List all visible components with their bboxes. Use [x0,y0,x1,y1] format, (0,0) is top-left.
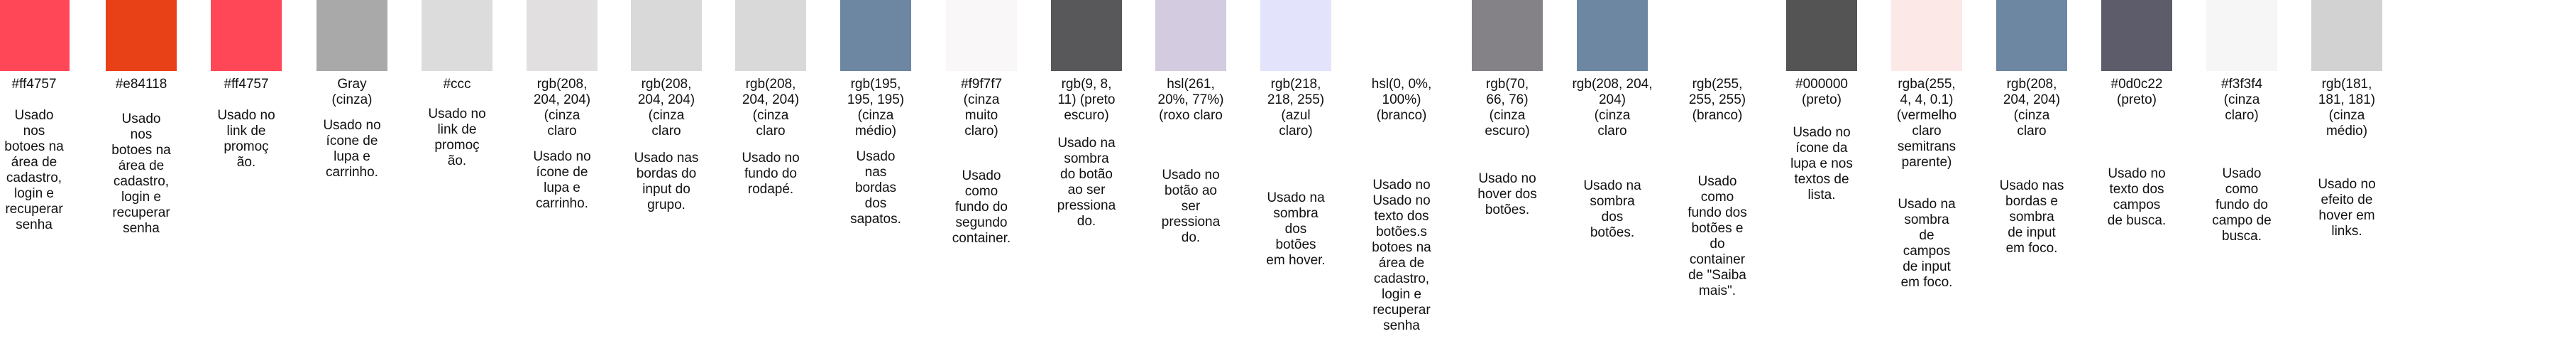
color-code: rgba(255, 4, 4, 0.1) (vermelho claro sem… [1896,77,1957,170]
swatch-item: rgb(181, 181, 181) (cinza médio) Usado no… [2294,0,2399,239]
color-usage-description: Usado nas bordas dos sapatos. [850,149,901,227]
color-usage-description: Usado na sombra dos botões em hover. [1266,190,1326,268]
color-usage-description: Usado no efeito de hover em links. [2318,177,2376,239]
color-code: #ff4757 [11,77,57,92]
swatch-item: rgb(218, 218, 255) (azul claro) Usado na … [1243,0,1348,268]
color-usage-description: Usado no Usado no texto dos botões.s bot… [1372,178,1431,333]
color-usage-description: Usado no ícone de lupa e carrinho. [323,118,381,180]
color-swatch [946,0,1017,71]
color-code: rgb(208, 204, 204) (cinza claro [2003,77,2061,139]
color-swatch [1472,0,1543,71]
color-usage-description: Usado nas bordas e sombra de input em fo… [1999,178,2064,256]
swatch-item: rgb(208, 204, 204) (cinza claro Usado nas… [1979,0,2084,256]
swatch-item: #ff4757 Usado nos botoes na área de cadas… [0,0,87,232]
color-swatch [0,0,70,71]
swatch-item: #f9f7f7 (cinza muito claro) Usado como fu… [929,0,1034,246]
swatch-item: #ff4757 Usado no link de promoç ão. [194,0,299,170]
swatch-item: #e84118 Usado nos botoes na área de cadas… [89,0,194,236]
color-usage-description: Usado no link de promoç ão. [217,108,275,170]
color-usage-description: Usado como fundo do campo de busca. [2212,166,2272,244]
color-swatch [735,0,806,71]
color-usage-description: Usado como fundo do segundo container. [952,168,1011,246]
color-code: rgb(208, 204, 204) (cinza claro [637,77,695,139]
color-usage-description: Usado na sombra do botão ao ser pression… [1057,136,1116,229]
color-usage-description: Usado no ícone da lupa e nos textos de l… [1790,125,1853,202]
color-code: rgb(255, 255, 255) (branco) [1688,77,1746,123]
color-usage-description: Usado nos botoes na área de cadastro, lo… [4,108,64,232]
color-usage-description: Usado como fundo dos botões e do contain… [1688,174,1747,298]
color-code: #f9f7f7 (cinza muito claro) [960,77,1003,139]
color-swatch [2206,0,2277,71]
swatch-item: rgb(208, 204, 204) (cinza claro Usado na … [1560,0,1665,240]
color-code: rgb(208, 204, 204) (cinza claro [742,77,800,139]
color-usage-description: Usado no texto dos campos de busca. [2107,166,2167,228]
color-usage-description: Usado nos botoes na área de cadastro, lo… [111,112,171,236]
swatch-item: rgb(70, 66, 76) (cinza escuro) Usado no h… [1455,0,1560,217]
color-code: #0d0c22 (preto) [2110,77,2163,107]
color-code: #ff4757 [224,77,269,92]
swatch-item: rgb(208, 204, 204) (cinza claro Usado no … [718,0,823,197]
swatch-item: rgb(255, 255, 255) (branco) Usado como fu… [1665,0,1770,298]
color-usage-description: Usado no link de promoç ão. [428,107,486,168]
color-code: rgb(208, 204, 204) (cinza claro [533,77,591,139]
color-usage-description: Usado no ícone de lupa e carrinho. [533,149,591,211]
color-swatch [631,0,702,71]
color-usage-description: Usado nas bordas do input do grupo. [634,151,699,212]
color-swatch [2311,0,2382,71]
swatch-item: rgb(195, 195, 195) (cinza médio) Usado na… [823,0,928,227]
color-swatch [1682,0,1753,71]
swatch-item: rgb(208, 204, 204) (cinza claro Usado no … [510,0,615,211]
color-code: #f3f3f4 (cinza claro) [2220,77,2263,123]
color-swatch [106,0,177,71]
color-code: rgb(208, 204, 204) (cinza claro [1572,77,1653,139]
color-swatch [1051,0,1122,71]
color-swatch [317,0,387,71]
color-code: #000000 (preto) [1795,77,1848,107]
color-code: hsl(0, 0%, 100%) (branco) [1371,77,1432,123]
color-swatch [1366,0,1437,71]
color-swatch [840,0,911,71]
color-code: rgb(181, 181, 181) (cinza médio) [2318,77,2376,139]
color-code: hsl(261, 20%, 77%) (roxo claro [1157,77,1224,123]
swatch-item: #000000 (preto) Usado no ícone da lupa e … [1769,0,1874,202]
color-usage-description: Usado no hover dos botões. [1477,171,1537,217]
color-usage-description: Usado no botão ao ser pressiona do. [1161,168,1221,245]
color-swatch [1260,0,1331,71]
swatch-item: rgba(255, 4, 4, 0.1) (vermelho claro sem… [1874,0,1979,290]
color-swatch [1155,0,1226,71]
color-code: Gray (cinza) [331,77,373,107]
swatch-item: rgb(208, 204, 204) (cinza claro Usado nas… [614,0,719,212]
swatch-item: rgb(9, 8, 11) (preto escuro) Usado na som… [1034,0,1139,229]
color-swatch [1891,0,1962,71]
color-swatch [1996,0,2067,71]
color-code: rgb(70, 66, 76) (cinza escuro) [1485,77,1530,139]
color-code: rgb(9, 8, 11) (preto escuro) [1057,77,1116,123]
color-swatch [1577,0,1648,71]
color-swatch [1786,0,1857,71]
swatch-item: #ccc Usado no link de promoç ão. [404,0,510,168]
color-code: #ccc [443,77,471,92]
color-swatch [2101,0,2172,71]
color-usage-description: Usado no fundo do rodapé. [742,151,800,197]
swatch-item: #0d0c22 (preto) Usado no texto dos campos… [2084,0,2189,228]
swatch-item: #f3f3f4 (cinza claro) Usado como fundo do… [2189,0,2294,244]
swatch-item: hsl(0, 0%, 100%) (branco) Usado no Usado … [1349,0,1454,333]
color-code: rgb(195, 195, 195) (cinza médio) [847,77,905,139]
color-usage-description: Usado na sombra de campos de input em fo… [1898,197,1956,290]
color-code: #e84118 [115,77,167,92]
color-usage-description: Usado na sombra dos botões. [1583,178,1641,240]
color-code: rgb(218, 218, 255) (azul claro) [1267,77,1325,139]
swatch-item: hsl(261, 20%, 77%) (roxo claro Usado no b… [1138,0,1243,245]
swatch-item: Gray (cinza) Usado no ícone de lupa e car… [299,0,404,180]
color-swatch [422,0,492,71]
color-swatch [527,0,598,71]
color-swatch [211,0,282,71]
